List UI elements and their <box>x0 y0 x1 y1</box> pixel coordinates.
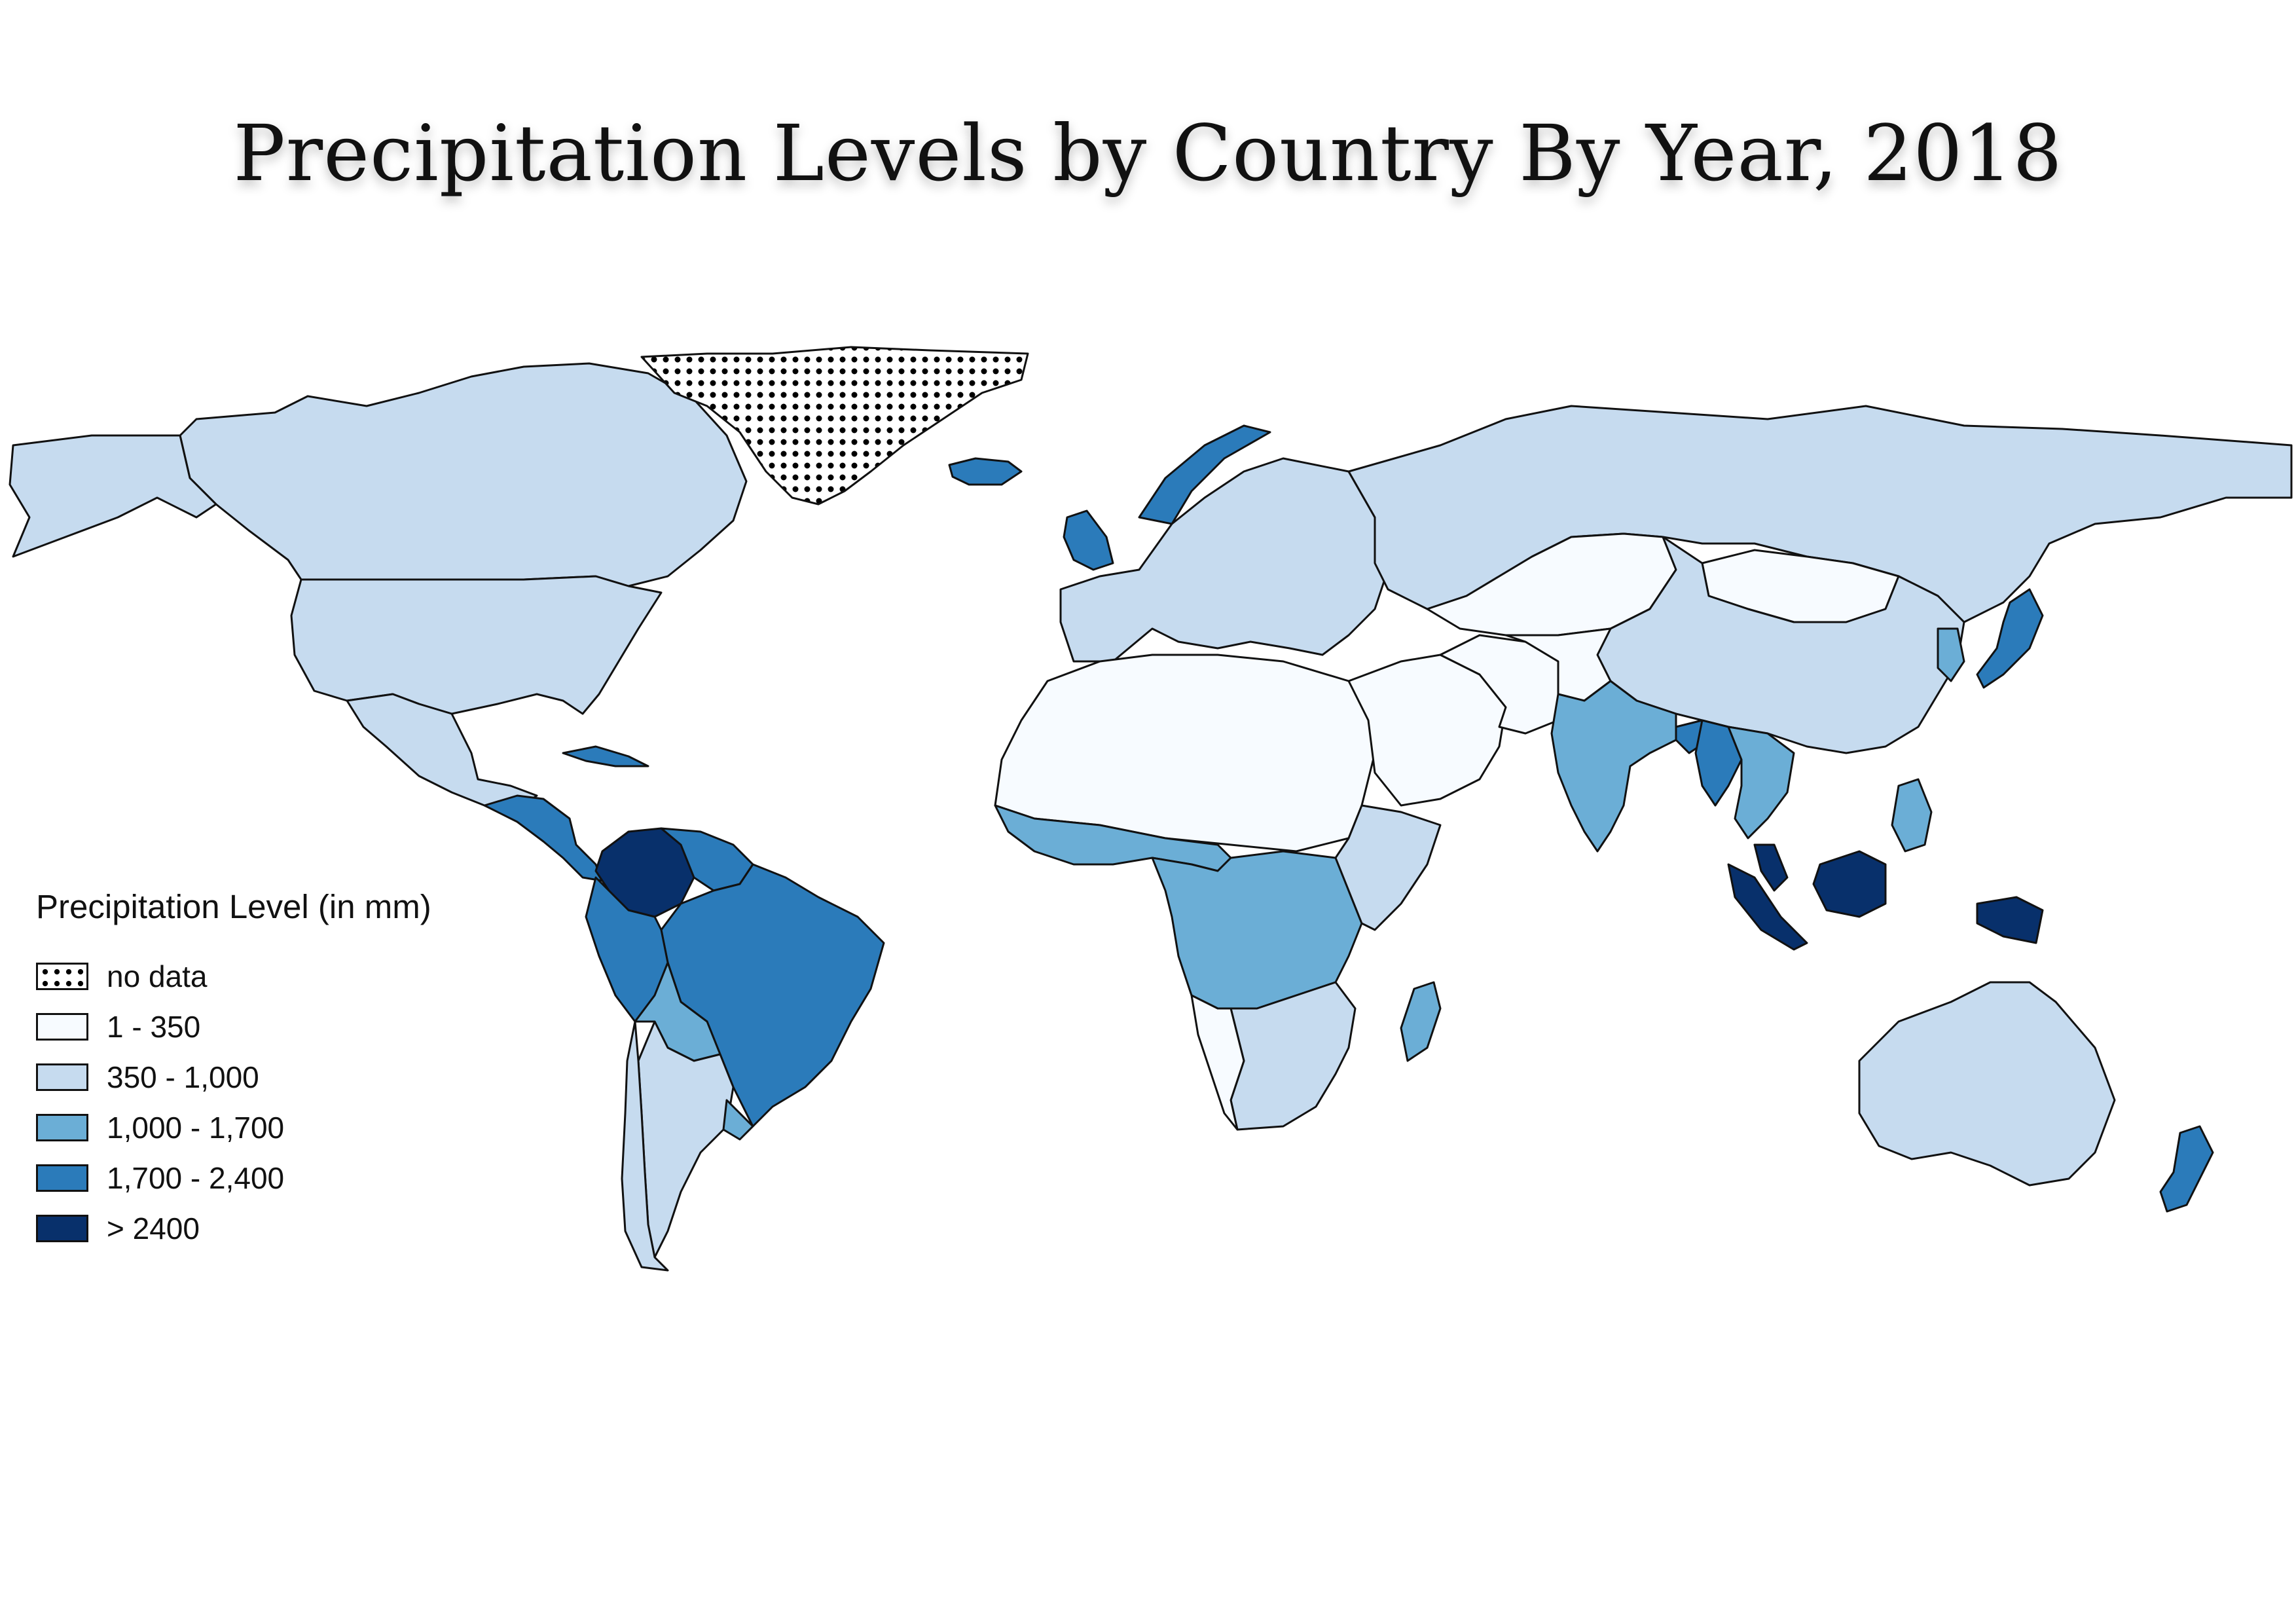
legend-item-4: 1,700 - 2,400 <box>36 1153 431 1203</box>
region-greenland <box>640 346 1029 506</box>
region-united-kingdom <box>1063 509 1114 571</box>
region-chile <box>621 1020 669 1272</box>
legend-item-2: 350 - 1,000 <box>36 1052 431 1102</box>
region-east-africa <box>1334 804 1442 931</box>
region-iceland <box>948 457 1023 486</box>
legend-label: 350 - 1,000 <box>107 1060 259 1094</box>
legend-swatch-1 <box>36 1012 88 1041</box>
region-philippines <box>1891 778 1933 853</box>
legend-item-1: 1 - 350 <box>36 1001 431 1052</box>
region-uruguay <box>722 1099 754 1141</box>
legend: Precipitation Level (in mm) no data 1 - … <box>36 887 431 1253</box>
region-united-states <box>290 575 663 715</box>
region-borneo <box>1812 850 1887 918</box>
legend-item-no-data: no data <box>36 951 431 1001</box>
region-cuba <box>562 745 649 767</box>
legend-label: 1 - 350 <box>107 1009 201 1044</box>
legend-swatch-2 <box>36 1063 88 1091</box>
legend-label: 1,700 - 2,400 <box>107 1160 285 1195</box>
region-new-guinea <box>1976 896 2044 944</box>
region-canada <box>179 362 748 587</box>
region-alaska <box>9 434 217 558</box>
legend-label: > 2400 <box>107 1211 200 1246</box>
map-title: Precipitation Levels by Country By Year,… <box>233 108 2063 198</box>
region-argentina <box>637 1020 735 1259</box>
region-mexico <box>346 693 538 810</box>
legend-title: Precipitation Level (in mm) <box>36 888 431 925</box>
legend-swatch-3 <box>36 1113 88 1141</box>
legend-swatch-no-data <box>36 962 88 990</box>
region-norway <box>1138 424 1271 525</box>
region-namibia <box>1190 994 1245 1131</box>
region-sumatra <box>1727 863 1808 951</box>
region-korea <box>1937 627 1965 682</box>
legend-label: no data <box>107 959 208 993</box>
region-indochina <box>1727 726 1795 840</box>
region-japan <box>1976 588 2044 689</box>
region-middle-east <box>1347 654 1507 807</box>
legend-label: 1,000 - 1,700 <box>107 1110 285 1145</box>
region-madagascar <box>1400 981 1442 1062</box>
legend-swatch-5 <box>36 1214 88 1242</box>
region-malaysia <box>1753 843 1789 892</box>
region-australia <box>1858 981 2116 1187</box>
region-europe <box>1059 457 1389 663</box>
legend-item-5: > 2400 <box>36 1203 431 1253</box>
region-central-africa <box>1151 850 1363 1010</box>
region-central-america <box>483 794 604 882</box>
region-new-zealand <box>2159 1125 2214 1213</box>
legend-swatch-4 <box>36 1164 88 1192</box>
region-india <box>1550 680 1677 853</box>
legend-item-3: 1,000 - 1,700 <box>36 1102 431 1153</box>
